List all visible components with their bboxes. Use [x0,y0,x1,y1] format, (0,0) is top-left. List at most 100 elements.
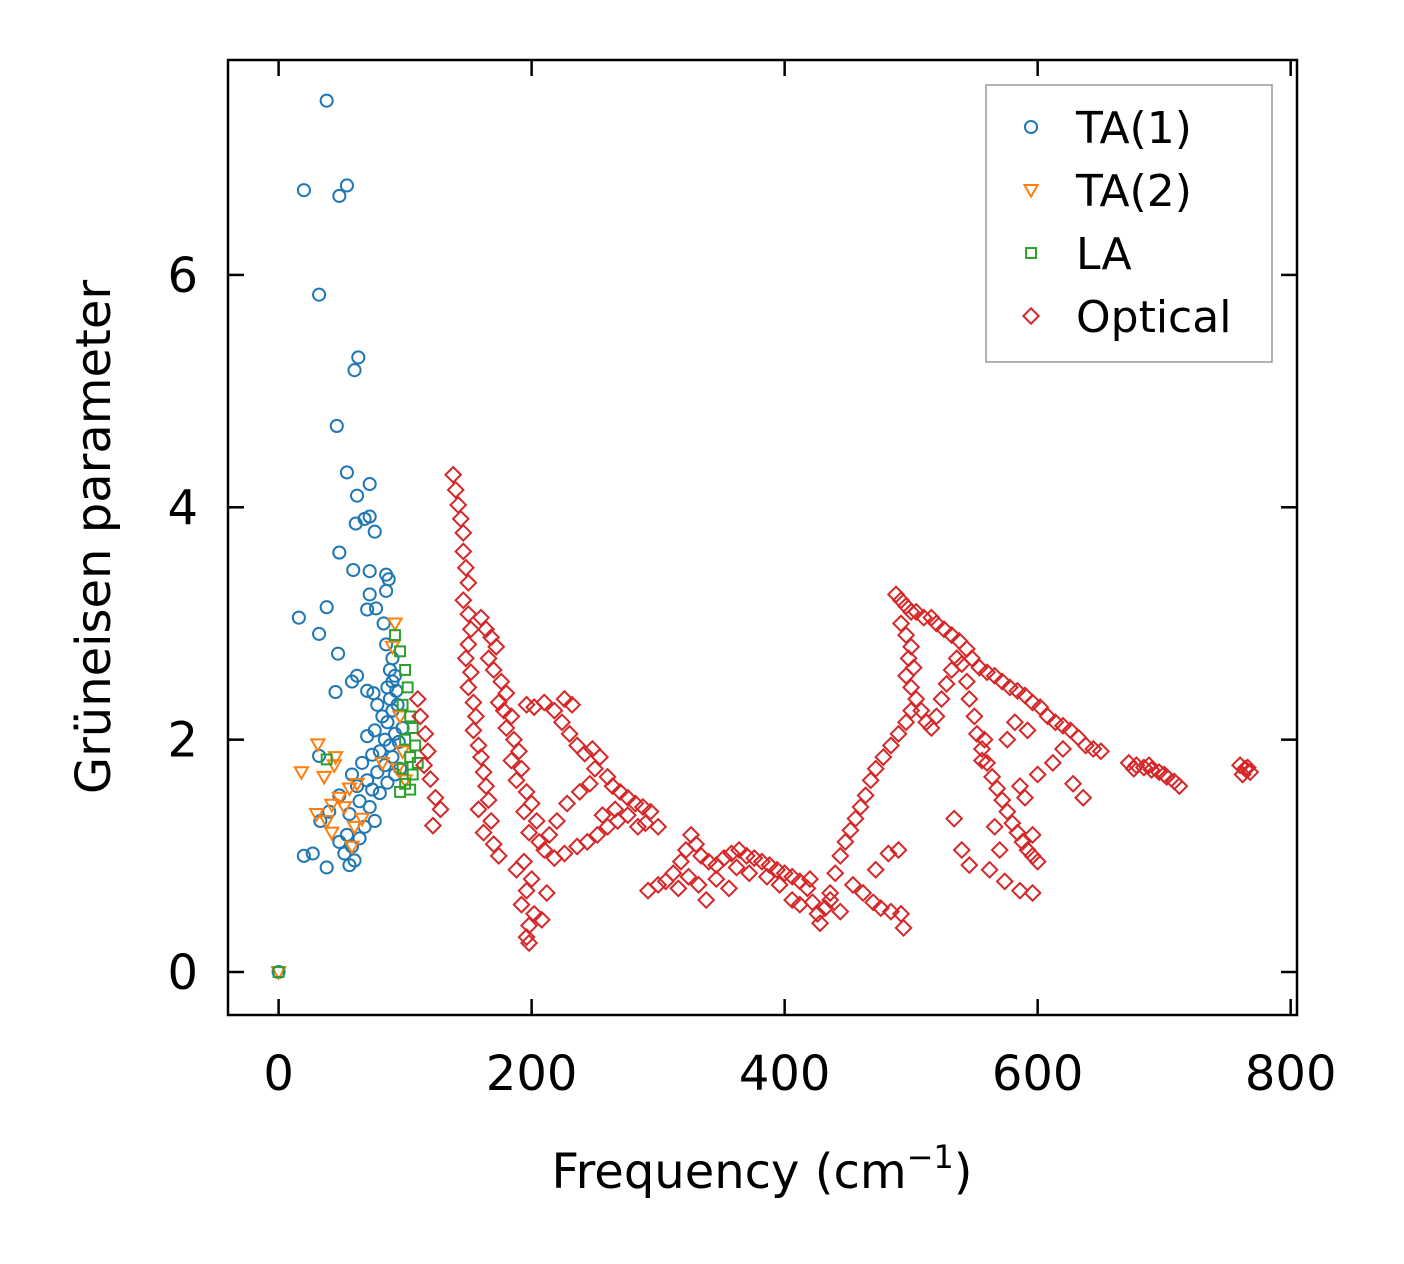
data-point [927,707,946,726]
data-point [360,602,375,617]
data-point [396,774,414,789]
data-point [489,693,508,712]
data-point [669,879,688,898]
data-point [560,724,579,743]
data-point [360,729,375,744]
data-point [319,93,334,108]
data-point [843,875,863,894]
y-tick-label: 0 [167,945,198,1001]
data-point [476,620,496,639]
data-point [1155,765,1174,784]
data-point [1238,758,1257,777]
data-point [1139,756,1159,775]
data-point [707,869,726,889]
legend-marker-ta-1 [1023,119,1039,135]
data-point [347,363,362,378]
data-point [431,800,450,819]
data-point [517,695,536,714]
data-point [312,748,327,763]
data-point [374,756,391,772]
data-point [740,864,759,883]
data-point [1008,681,1027,700]
data-point [783,867,802,886]
legend-label-ta-2: TA(2) [1075,166,1192,217]
data-point [808,904,827,924]
data-point [993,672,1012,691]
data-point [456,649,475,668]
data-point [367,524,382,539]
axes-frame [226,58,1299,1017]
data-point [649,875,668,894]
data-point [770,875,789,894]
data-point [305,846,320,861]
y-tick-label: 2 [167,713,198,769]
data-point [745,849,764,868]
data-point [332,834,347,849]
data-point [517,928,536,947]
legend-marker-ta-2 [1022,184,1040,199]
data-point [945,809,964,828]
data-point [679,867,698,886]
data-point [362,564,377,579]
data-point [649,817,668,836]
data-point [866,759,885,778]
data-point [471,747,491,767]
legend-marker-la [1025,247,1037,259]
data-point [977,753,997,773]
data-point [810,914,830,933]
data-point [856,786,875,805]
data-point [466,707,486,726]
data-point [459,678,478,697]
data-point [816,899,835,918]
data-point [535,840,554,860]
data-point [332,545,347,560]
data-point [932,689,951,709]
x-axis-label-superscript: −1 [907,1138,954,1176]
data-point [1043,753,1062,773]
data-point [866,860,885,879]
data-point [461,663,481,682]
data-point [386,617,404,633]
data-point [967,724,987,743]
data-point [990,840,1009,860]
data-point [727,858,746,877]
legend-label-ta-1: TA(1) [1075,103,1192,154]
data-point [831,846,850,865]
data-point [1028,765,1047,784]
data-point [380,715,395,730]
data-point [800,869,820,889]
data-point [1233,765,1252,784]
data-point [578,832,597,852]
data-point [406,722,419,734]
series-la [272,629,424,978]
data-point [894,918,913,937]
data-point [342,858,357,873]
data-point [562,695,582,714]
data-point [1031,698,1050,717]
data-point [960,689,979,709]
data-point [902,602,921,621]
data-point [664,864,683,883]
data-point [1091,742,1111,761]
x-tick-label: 200 [486,1046,578,1102]
data-point [1023,846,1042,865]
data-point [337,846,352,861]
data-point [519,823,539,842]
data-point [379,637,394,652]
data-point [790,895,809,914]
legend-label-optical: Optical [1076,292,1231,343]
data-point [296,183,311,198]
data-point [851,797,870,817]
data-point [368,601,384,616]
data-point [489,846,508,865]
data-point [934,620,954,639]
data-point [831,902,850,921]
x-tick-label: 600 [992,1046,1084,1102]
data-point [606,800,625,819]
data-point [343,840,361,856]
data-point [379,583,394,598]
data-point [598,817,617,836]
data-point [585,759,604,778]
data-point [348,516,363,531]
